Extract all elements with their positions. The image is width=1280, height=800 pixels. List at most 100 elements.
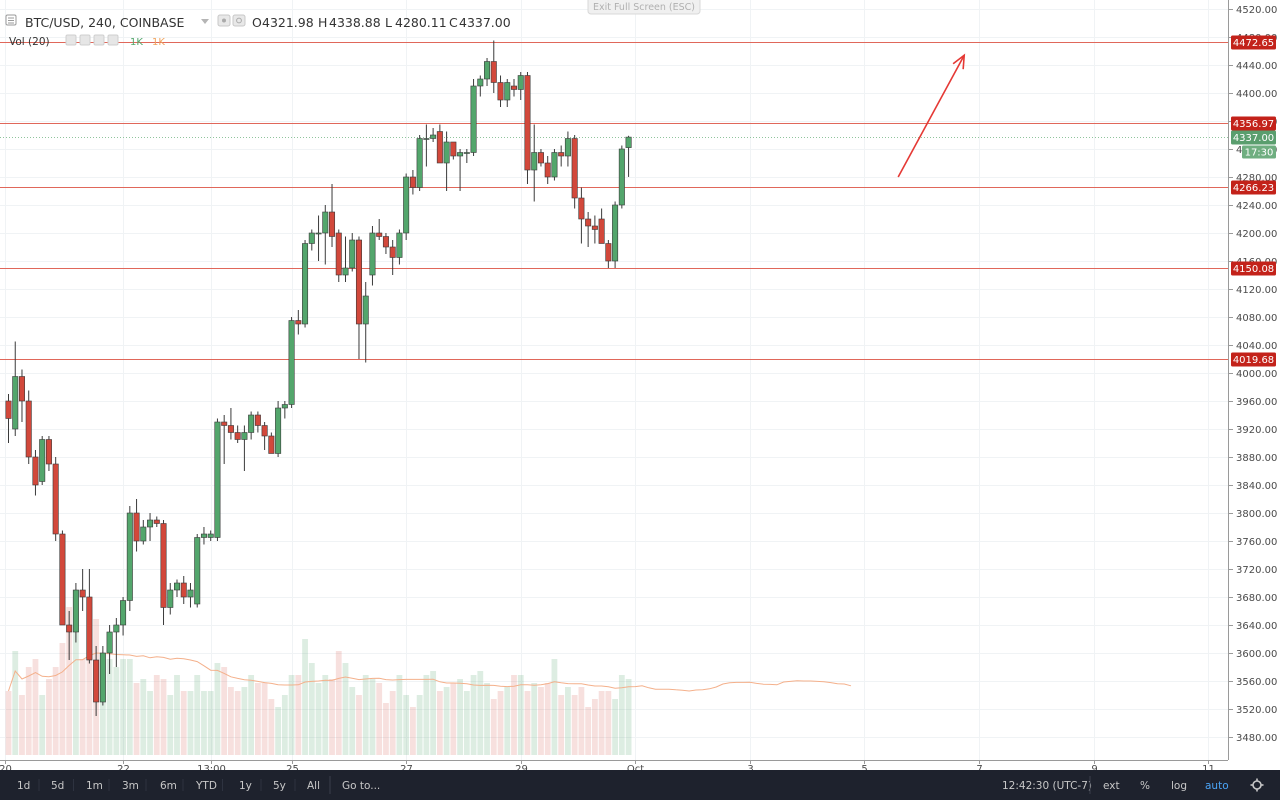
candle[interactable] [254, 411, 261, 433]
candle[interactable] [45, 436, 52, 471]
volume-label[interactable]: Vol (20) [9, 36, 50, 48]
candle[interactable] [585, 212, 592, 247]
candle[interactable] [362, 282, 369, 363]
range-button-5y[interactable]: 5y [273, 780, 286, 792]
candle[interactable] [342, 236, 349, 283]
candle[interactable] [72, 583, 79, 643]
candle[interactable] [187, 583, 194, 608]
candle[interactable] [551, 149, 558, 181]
candle[interactable] [66, 611, 73, 660]
candle[interactable] [450, 141, 457, 160]
candle[interactable] [598, 208, 605, 244]
candle[interactable] [126, 506, 133, 611]
candle[interactable] [153, 516, 160, 528]
candle[interactable] [106, 625, 113, 674]
candle[interactable] [59, 530, 66, 626]
candle[interactable] [288, 317, 295, 408]
candle[interactable] [544, 156, 551, 184]
candle[interactable] [79, 569, 86, 611]
candle[interactable] [214, 418, 221, 542]
candle[interactable] [490, 40, 497, 94]
candle[interactable] [315, 215, 322, 262]
candle[interactable] [160, 520, 167, 625]
exit-fullscreen-hint[interactable]: Exit Full Screen (ESC) [587, 0, 701, 15]
range-button-6m[interactable]: 6m [160, 780, 177, 792]
goto-button[interactable]: Go to... [342, 780, 380, 792]
candle[interactable] [275, 401, 282, 457]
candle[interactable] [86, 569, 93, 664]
candle[interactable] [470, 79, 477, 156]
candle[interactable] [504, 79, 511, 107]
gear-icon[interactable] [1250, 778, 1264, 792]
candle[interactable] [25, 390, 32, 465]
price-axis-panel[interactable] [1228, 0, 1280, 760]
candle[interactable] [335, 229, 342, 283]
candle[interactable] [389, 240, 396, 275]
candle[interactable] [591, 215, 598, 244]
candle[interactable] [382, 233, 389, 254]
candle[interactable] [234, 425, 241, 444]
range-button-ytd[interactable]: YTD [195, 780, 217, 792]
candle[interactable] [200, 527, 207, 545]
candle[interactable] [207, 530, 214, 542]
candle[interactable] [5, 394, 12, 443]
candle[interactable] [558, 145, 565, 167]
candle[interactable] [18, 369, 25, 423]
candle[interactable] [564, 131, 571, 167]
candle[interactable] [329, 184, 336, 247]
range-button-5d[interactable]: 5d [51, 780, 64, 792]
auto-scale-button[interactable]: auto [1205, 780, 1229, 792]
candle[interactable] [376, 219, 383, 240]
symbol-dropdown-icon[interactable] [201, 19, 209, 24]
candle[interactable] [39, 436, 46, 485]
candle[interactable] [531, 124, 538, 202]
candle[interactable] [241, 425, 248, 472]
candle[interactable] [396, 229, 403, 265]
candle[interactable] [221, 415, 228, 464]
candle[interactable] [443, 131, 450, 192]
candle[interactable] [248, 411, 255, 440]
candle[interactable] [140, 520, 147, 545]
symbol-title[interactable]: BTC/USD, 240, COINBASE [25, 15, 185, 30]
candle[interactable] [32, 450, 39, 496]
settings-icon[interactable] [232, 14, 246, 27]
candle[interactable] [295, 310, 302, 335]
candle[interactable] [167, 583, 174, 615]
candle[interactable] [436, 124, 443, 164]
candle[interactable] [571, 135, 578, 209]
candle[interactable] [281, 401, 288, 419]
collapse-icon[interactable] [5, 14, 17, 26]
candle[interactable] [322, 205, 329, 265]
candle[interactable] [409, 170, 416, 195]
candle[interactable] [133, 499, 140, 552]
log-scale-button[interactable]: log [1171, 780, 1187, 792]
candle[interactable] [497, 75, 504, 108]
candle[interactable] [403, 173, 410, 241]
eye-icon[interactable] [217, 14, 231, 27]
candle[interactable] [510, 79, 517, 97]
candle[interactable] [457, 149, 464, 191]
candle[interactable] [261, 422, 268, 450]
candle[interactable] [524, 72, 531, 184]
candle[interactable] [484, 58, 491, 86]
extended-hours-button[interactable]: ext [1103, 780, 1120, 792]
candle[interactable] [423, 124, 430, 167]
candle[interactable] [268, 432, 275, 454]
candle[interactable] [477, 75, 484, 97]
candle[interactable] [194, 534, 201, 608]
candle[interactable] [113, 618, 120, 667]
range-button-1m[interactable]: 1m [86, 780, 103, 792]
candle[interactable] [120, 597, 127, 636]
candle[interactable] [308, 229, 315, 251]
volume-legend-icons[interactable] [65, 34, 119, 46]
candle[interactable] [605, 240, 612, 268]
candle[interactable] [625, 135, 632, 177]
range-button-1d[interactable]: 1d [17, 780, 30, 792]
candle[interactable] [12, 341, 19, 437]
range-button-1y[interactable]: 1y [239, 780, 252, 792]
candle[interactable] [578, 187, 585, 244]
candle[interactable] [52, 457, 59, 541]
candle[interactable] [174, 579, 181, 598]
candle[interactable] [349, 233, 356, 272]
